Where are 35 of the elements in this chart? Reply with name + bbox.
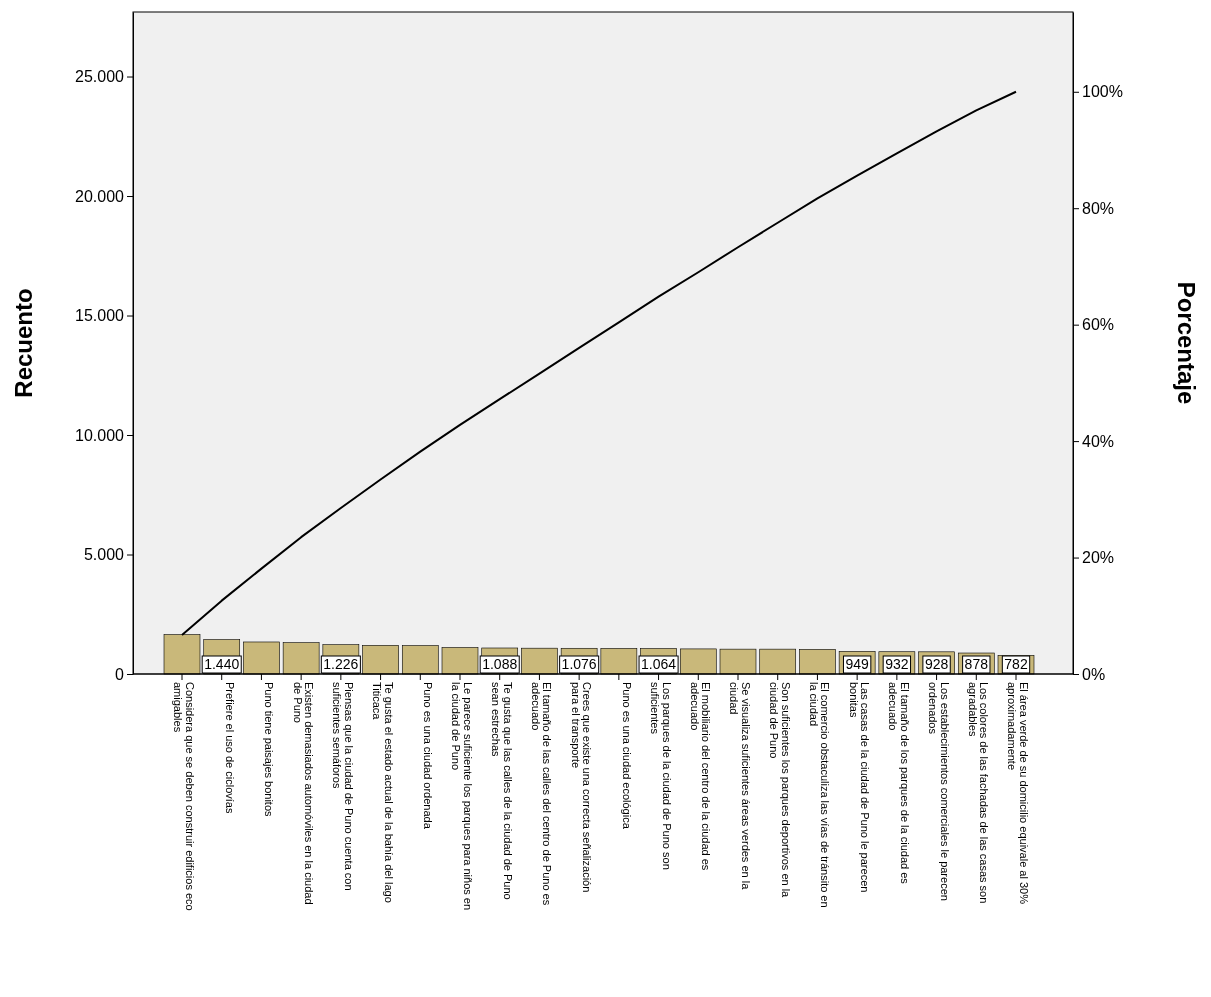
x-tick-label: Las casas de la ciudad de Puno le parecen bonitas	[847, 682, 872, 893]
data-label: 1.226	[323, 656, 359, 672]
x-tick-label: Puno es una ciudad ordenada	[422, 682, 435, 830]
data-label: 1.088	[482, 656, 518, 672]
data-label: 949	[845, 656, 870, 672]
x-tick-label: Puno tiene paisajes bonitos	[263, 682, 276, 818]
data-label: 1.440	[204, 656, 240, 672]
y2-tick-label: 0%	[1082, 665, 1106, 683]
y2-tick-label: 100%	[1082, 83, 1123, 101]
data-label: 878	[964, 656, 989, 672]
y-tick-label: 20.000	[75, 187, 125, 205]
y2-tick-label: 20%	[1082, 549, 1115, 567]
y-tick-label: 10.000	[75, 426, 125, 444]
data-label: 782	[1004, 656, 1028, 672]
y2-tick-label: 80%	[1082, 199, 1115, 217]
x-tick-label: Se visualiza suficientes áreas verdes en la ciudad	[728, 682, 752, 891]
x-tick-label: Los parques de la ciudad de Puno son suficientes	[649, 682, 673, 870]
y2-tick-label: 40%	[1082, 432, 1115, 450]
x-tick-label: Existen demasiados automóviles en la ciudad de Puno	[291, 682, 316, 905]
y-axis-title: Recuento	[10, 288, 37, 398]
x-tick-label: Prefiere el uso de ciclovías	[223, 682, 236, 814]
y2-tick-label: 60%	[1082, 316, 1115, 334]
x-tick-label: Puno es una ciudad ecológica	[620, 682, 633, 830]
y2-axis-title: Porcentaje	[1173, 281, 1200, 405]
data-label: 1.076	[561, 656, 597, 672]
data-label: 932	[885, 656, 909, 672]
x-tick-label: Le parece suficiente los parques para niños en la ciudad de Puno	[450, 682, 474, 911]
y-tick-label: 0	[115, 665, 125, 683]
data-label: 1.064	[641, 656, 677, 672]
x-tick-label: Considera que se deben construir edificios eco amigables	[172, 682, 196, 911]
y-tick-label: 25.000	[75, 68, 125, 86]
x-tick-label: Te gusta el estado actual de la bahía del lago Titicaca	[371, 682, 395, 903]
y-tick-label: 15.000	[75, 307, 125, 325]
data-label: 928	[924, 656, 949, 672]
y-tick-label: 5.000	[83, 546, 125, 564]
